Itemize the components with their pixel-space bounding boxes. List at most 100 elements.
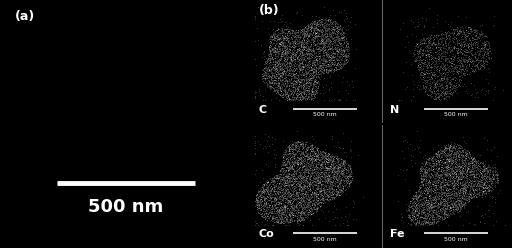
Point bbox=[446, 24, 454, 28]
Point bbox=[417, 192, 425, 196]
Point bbox=[432, 196, 440, 200]
Point bbox=[419, 38, 428, 42]
Point bbox=[416, 185, 424, 189]
Point bbox=[271, 191, 280, 195]
Point bbox=[438, 66, 446, 70]
Point bbox=[274, 72, 283, 76]
Point bbox=[329, 156, 337, 160]
Point bbox=[421, 62, 430, 66]
Point bbox=[346, 147, 354, 151]
Point bbox=[287, 58, 295, 62]
Point bbox=[485, 185, 494, 189]
Point bbox=[281, 152, 289, 156]
Point bbox=[314, 40, 323, 44]
Point bbox=[455, 83, 463, 87]
Point bbox=[281, 203, 289, 207]
Point bbox=[493, 173, 501, 177]
Point bbox=[414, 63, 422, 67]
Point bbox=[285, 198, 293, 202]
Point bbox=[310, 38, 318, 42]
Point bbox=[462, 44, 470, 48]
Point bbox=[454, 59, 462, 63]
Point bbox=[331, 175, 339, 179]
Point bbox=[311, 175, 319, 179]
Point bbox=[447, 28, 456, 31]
Point bbox=[461, 26, 470, 30]
Point bbox=[312, 24, 321, 28]
Point bbox=[283, 191, 291, 195]
Point bbox=[274, 208, 283, 212]
Point bbox=[283, 94, 291, 98]
Point bbox=[437, 92, 445, 95]
Point bbox=[273, 62, 281, 66]
Point bbox=[337, 66, 345, 70]
Point bbox=[443, 212, 451, 216]
Point bbox=[459, 30, 467, 34]
Point bbox=[278, 188, 286, 192]
Point bbox=[454, 82, 462, 86]
Point bbox=[293, 38, 301, 42]
Point bbox=[287, 163, 295, 167]
Point bbox=[287, 176, 295, 180]
Point bbox=[329, 172, 337, 176]
Point bbox=[426, 165, 435, 169]
Point bbox=[422, 75, 431, 79]
Point bbox=[301, 200, 309, 204]
Point bbox=[412, 202, 420, 206]
Point bbox=[430, 218, 438, 222]
Point bbox=[297, 33, 306, 37]
Point bbox=[487, 166, 495, 170]
Point bbox=[320, 41, 328, 45]
Point bbox=[433, 215, 441, 219]
Point bbox=[316, 23, 324, 27]
Point bbox=[462, 68, 471, 72]
Point bbox=[283, 43, 291, 47]
Point bbox=[296, 202, 305, 206]
Point bbox=[446, 202, 454, 206]
Point bbox=[280, 178, 288, 182]
Point bbox=[270, 47, 278, 51]
Point bbox=[293, 87, 301, 91]
Point bbox=[270, 189, 278, 193]
Point bbox=[327, 193, 335, 197]
Point bbox=[446, 92, 454, 96]
Point bbox=[477, 171, 485, 175]
Point bbox=[484, 51, 492, 55]
Point bbox=[435, 166, 443, 170]
Point bbox=[455, 149, 463, 153]
Point bbox=[425, 207, 433, 211]
Point bbox=[283, 163, 291, 167]
Point bbox=[420, 72, 429, 76]
Point bbox=[426, 65, 434, 69]
Point bbox=[413, 218, 421, 222]
Point bbox=[288, 201, 296, 205]
Point bbox=[302, 86, 310, 90]
Point bbox=[473, 187, 481, 191]
Point bbox=[471, 188, 479, 192]
Point bbox=[301, 144, 309, 148]
Point bbox=[286, 200, 294, 204]
Point bbox=[430, 203, 438, 207]
Point bbox=[317, 200, 325, 204]
Point bbox=[326, 165, 334, 169]
Point bbox=[324, 154, 332, 158]
Point bbox=[456, 205, 464, 209]
Point bbox=[437, 76, 445, 80]
Point bbox=[460, 52, 468, 56]
Point bbox=[284, 51, 292, 55]
Point bbox=[472, 34, 480, 38]
Point bbox=[470, 191, 478, 195]
Point bbox=[473, 175, 481, 179]
Point bbox=[452, 46, 460, 50]
Point bbox=[276, 42, 284, 46]
Point bbox=[289, 34, 297, 38]
Point bbox=[429, 186, 437, 190]
Point bbox=[333, 61, 341, 65]
Point bbox=[306, 71, 314, 75]
Point bbox=[264, 195, 272, 199]
Point bbox=[291, 141, 300, 145]
Point bbox=[463, 179, 472, 183]
Point bbox=[296, 165, 304, 169]
Point bbox=[433, 153, 441, 157]
Point bbox=[448, 181, 456, 185]
